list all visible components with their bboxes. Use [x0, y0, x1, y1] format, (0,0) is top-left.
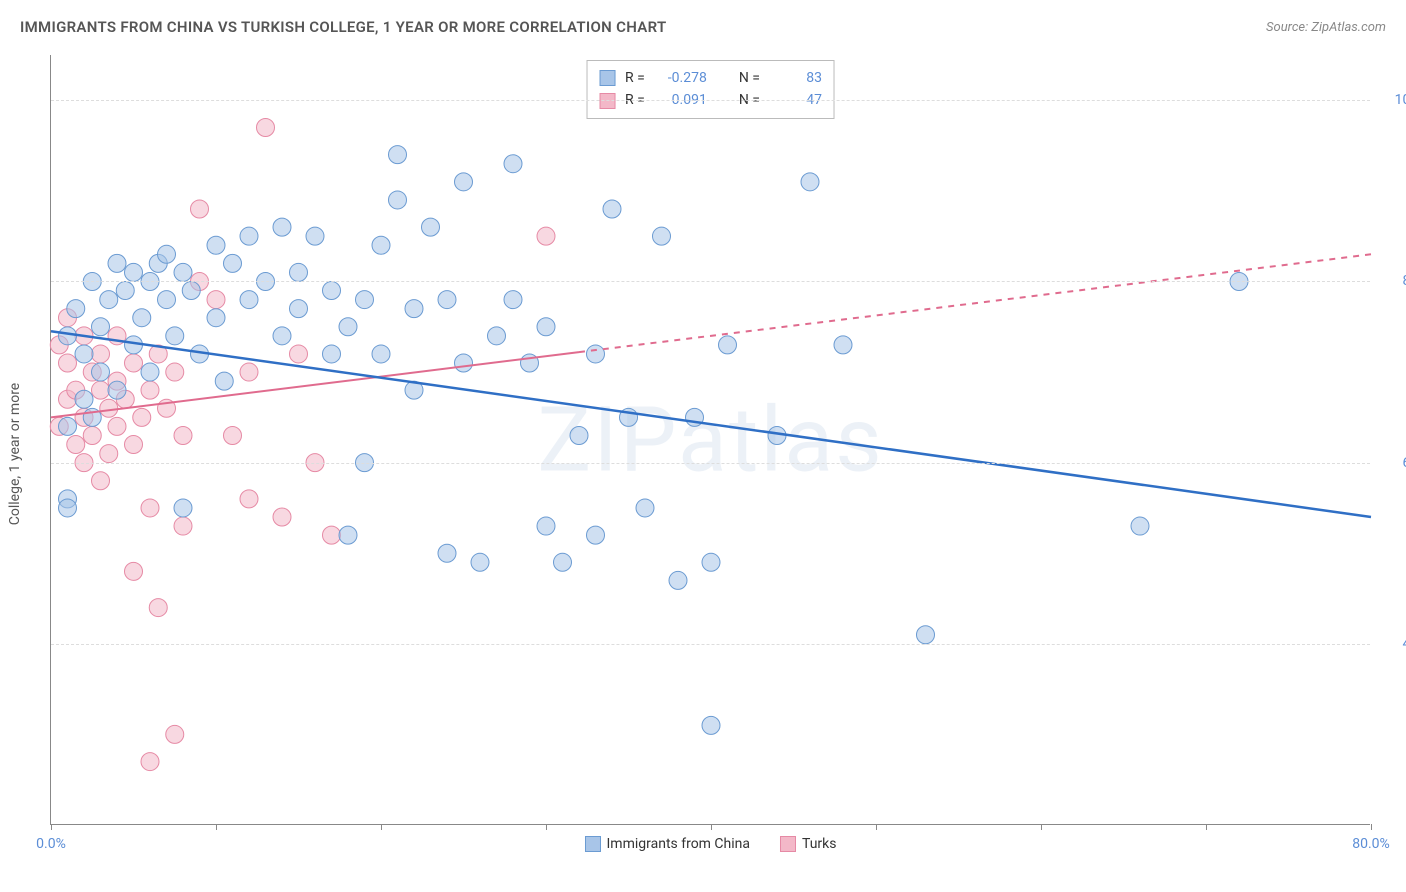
x-tick: [216, 824, 217, 830]
source-label: Source: ZipAtlas.com: [1266, 20, 1386, 35]
y-tick-label: 100.0%: [1380, 92, 1406, 108]
gridline-h: [51, 281, 1370, 282]
legend-swatch-china-icon: [584, 836, 600, 852]
plot-area: ZIPatlas R = -0.278 N = 83 R = 0.091 N =…: [50, 55, 1370, 825]
x-tick: [876, 824, 877, 830]
gridline-h: [51, 463, 1370, 464]
legend-label-turks: Turks: [802, 836, 837, 852]
legend-label-china: Immigrants from China: [606, 836, 750, 852]
chart-svg: [51, 55, 1370, 824]
chart-title: IMMIGRANTS FROM CHINA VS TURKISH COLLEGE…: [20, 18, 666, 36]
y-tick-label: 60.0%: [1380, 455, 1406, 471]
chart-container: IMMIGRANTS FROM CHINA VS TURKISH COLLEGE…: [0, 0, 1406, 892]
legend-item-china: Immigrants from China: [584, 836, 750, 852]
x-tick-label: 0.0%: [36, 836, 66, 852]
x-tick-label: 80.0%: [1352, 836, 1390, 852]
x-tick: [1206, 824, 1207, 830]
x-tick: [711, 824, 712, 830]
swatch-china-icon: [599, 70, 615, 86]
y-tick-label: 80.0%: [1380, 273, 1406, 289]
r-label: R =: [625, 67, 645, 89]
gridline-h: [51, 100, 1370, 101]
china-n-value: 83: [770, 67, 822, 89]
china-r-value: -0.278: [655, 67, 707, 89]
x-tick: [546, 824, 547, 830]
stats-row-china: R = -0.278 N = 83: [599, 67, 822, 89]
stats-legend-box: R = -0.278 N = 83 R = 0.091 N = 47: [586, 60, 835, 119]
bottom-legend: Immigrants from China Turks: [584, 836, 836, 852]
x-tick: [381, 824, 382, 830]
x-tick: [1371, 824, 1372, 830]
x-tick: [51, 824, 52, 830]
legend-item-turks: Turks: [780, 836, 837, 852]
title-bar: IMMIGRANTS FROM CHINA VS TURKISH COLLEGE…: [20, 18, 1386, 36]
y-tick-label: 40.0%: [1380, 636, 1406, 652]
y-axis-label: College, 1 year or more: [7, 383, 23, 525]
x-tick: [1041, 824, 1042, 830]
n-label: N =: [739, 67, 760, 89]
gridline-h: [51, 644, 1370, 645]
legend-swatch-turks-icon: [780, 836, 796, 852]
